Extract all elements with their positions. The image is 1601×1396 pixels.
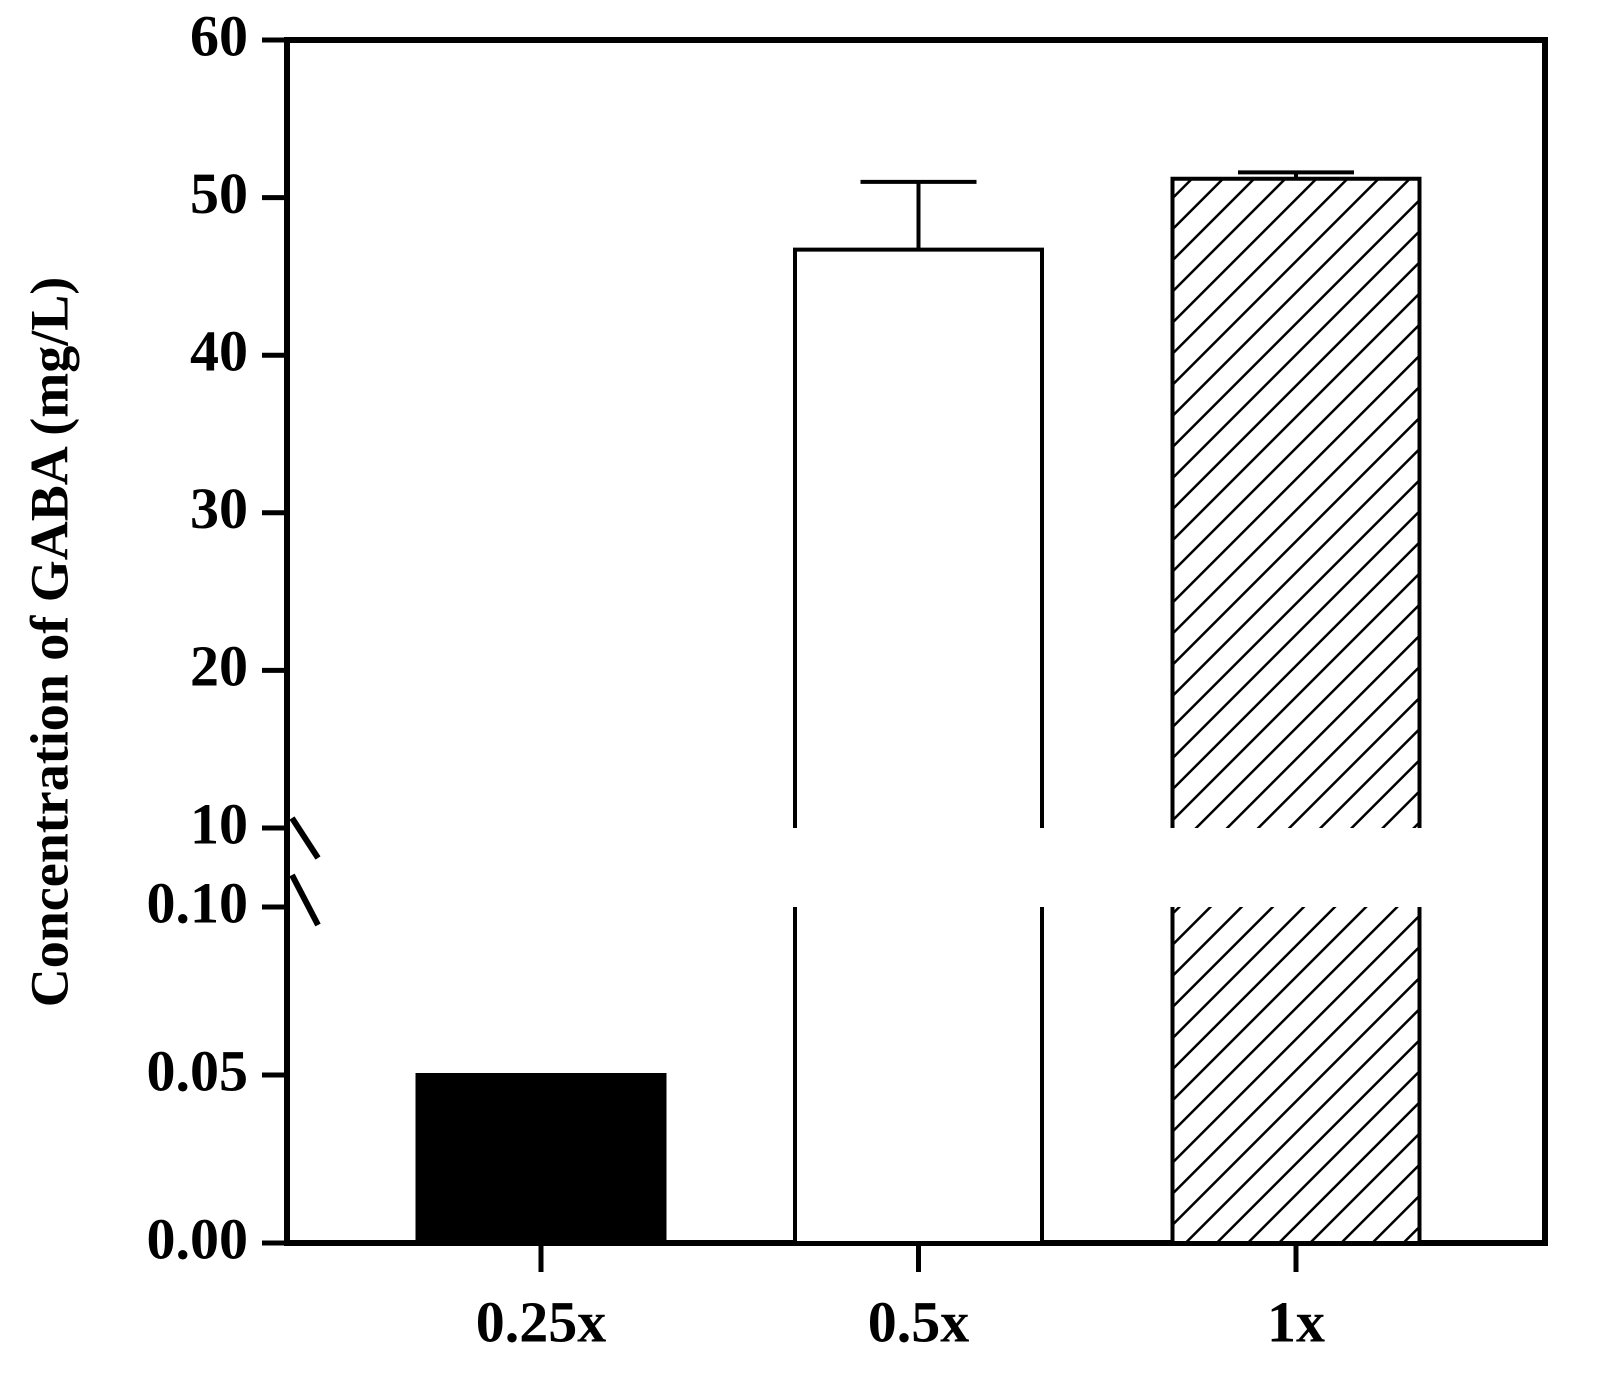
y-tick-label: 10 [190, 791, 248, 856]
y-axis-label: Concentration of GABA (mg/L) [19, 277, 79, 1007]
x-tick-label: 0.5x [868, 1289, 970, 1354]
bar-outline [793, 907, 1044, 1245]
error-bar [1238, 170, 1354, 179]
y-tick-label: 0.10 [147, 870, 249, 935]
x-tick-label: 0.25x [476, 1289, 607, 1354]
y-tick-label: 60 [190, 3, 248, 68]
axis-break [289, 816, 321, 860]
y-tick-label: 0.05 [147, 1038, 249, 1103]
x-tick-label: 1x [1267, 1289, 1325, 1354]
y-tick-label: 0.00 [147, 1206, 249, 1271]
plot-frame [284, 37, 1548, 1246]
bar [795, 249, 1042, 828]
bar [415, 1073, 667, 1245]
bar [1172, 178, 1420, 829]
y-tick-label: 50 [190, 161, 248, 226]
y-tick-label: 30 [190, 476, 248, 541]
bar [795, 907, 1042, 1243]
y-tick-label: 20 [190, 634, 248, 699]
axis-break [289, 873, 321, 927]
bar [1172, 907, 1420, 1243]
error-bar [860, 179, 977, 250]
bar-outline [1170, 907, 1422, 1245]
y-tick-label: 40 [190, 319, 248, 384]
